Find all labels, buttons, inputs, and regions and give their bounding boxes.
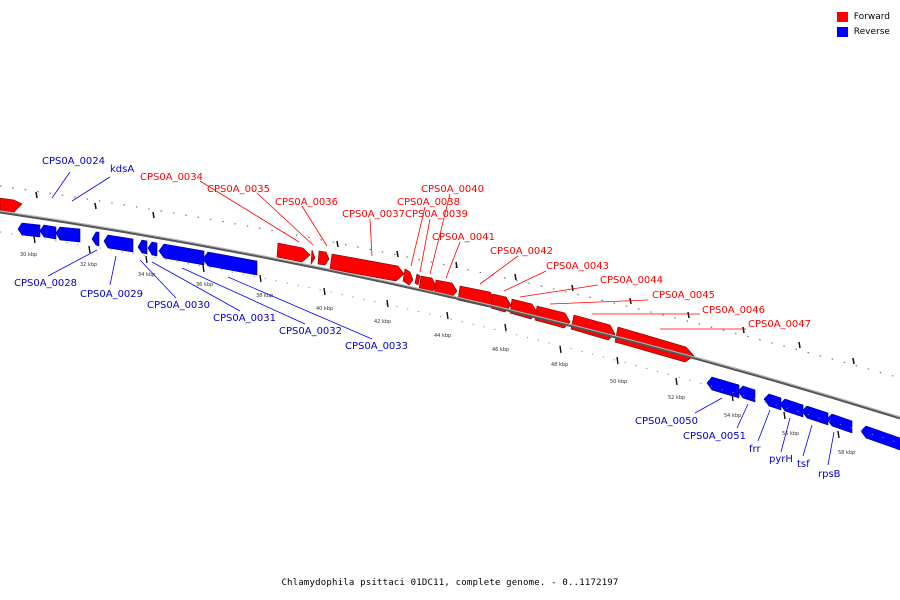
forward-gene-arrow[interactable] bbox=[329, 253, 405, 282]
gene-label[interactable]: CPS0A_0043 bbox=[546, 261, 609, 272]
gene-label[interactable]: CPS0A_0029 bbox=[80, 289, 143, 300]
scale-label: 34 kbp bbox=[138, 272, 155, 278]
gene-label[interactable]: CPS0A_0028 bbox=[14, 278, 77, 289]
scale-label: 46 kbp bbox=[492, 347, 509, 353]
scale-label: 52 kbp bbox=[668, 395, 685, 401]
gene-label[interactable]: CPS0A_0042 bbox=[490, 246, 553, 257]
reverse-gene-arrow[interactable] bbox=[55, 226, 81, 243]
scale-label: 38 kbp bbox=[256, 293, 273, 299]
scale-label: 48 kbp bbox=[551, 362, 568, 368]
gene-label[interactable]: frr bbox=[749, 444, 761, 455]
reverse-gene-arrow[interactable] bbox=[158, 243, 205, 266]
scale-labels: 30 kbp 32 kbp 34 kbp 36 kbp 38 kbp 40 kb… bbox=[20, 252, 855, 456]
gene-label[interactable]: CPS0A_0045 bbox=[652, 290, 715, 301]
forward-leaders bbox=[199, 180, 746, 330]
gene-label[interactable]: kdsA bbox=[110, 164, 134, 175]
scale-label: 56 kbp bbox=[782, 431, 799, 437]
forward-genes bbox=[0, 197, 695, 363]
gene-label[interactable]: CPS0A_0030 bbox=[147, 300, 210, 311]
gene-label[interactable]: CPS0A_0039 bbox=[405, 209, 468, 220]
gene-label[interactable]: CPS0A_0037 bbox=[342, 209, 405, 220]
reverse-labels: CPS0A_0024 kdsA CPS0A_0028 CPS0A_0029 CP… bbox=[14, 156, 841, 480]
gene-label[interactable]: CPS0A_0040 bbox=[421, 184, 484, 195]
legend: Forward Reverse bbox=[836, 9, 890, 39]
gene-label[interactable]: CPS0A_0033 bbox=[345, 341, 408, 352]
scale-label: 54 kbp bbox=[724, 413, 741, 419]
reverse-gene-arrow[interactable] bbox=[801, 405, 829, 426]
genome-caption: Chlamydophila psittaci 01DC11, complete … bbox=[281, 578, 619, 588]
scale-label: 50 kbp bbox=[610, 379, 627, 385]
reverse-gene-arrow[interactable] bbox=[147, 241, 158, 257]
reverse-genes bbox=[17, 222, 900, 451]
scale-label: 44 kbp bbox=[434, 333, 451, 339]
reverse-gene-arrow[interactable] bbox=[826, 413, 853, 434]
gene-label[interactable]: CPS0A_0046 bbox=[702, 305, 765, 316]
inner-major-ticks bbox=[33, 235, 840, 439]
scale-label: 32 kbp bbox=[80, 262, 97, 268]
gene-label[interactable]: CPS0A_0034 bbox=[140, 172, 203, 183]
forward-gene-arrow[interactable] bbox=[310, 249, 316, 266]
scale-label: 42 kbp bbox=[374, 319, 391, 325]
forward-gene-arrow[interactable] bbox=[402, 268, 414, 286]
gene-label[interactable]: CPS0A_0035 bbox=[207, 184, 270, 195]
reverse-gene-arrow[interactable] bbox=[39, 224, 57, 240]
forward-gene-arrow[interactable] bbox=[276, 242, 311, 263]
forward-gene-arrow[interactable] bbox=[614, 326, 695, 363]
gene-label[interactable]: CPS0A_0051 bbox=[683, 431, 746, 442]
gene-label[interactable]: CPS0A_0036 bbox=[275, 197, 338, 208]
reverse-gene-arrow[interactable] bbox=[737, 385, 756, 403]
gene-label[interactable]: tsf bbox=[797, 459, 810, 470]
reverse-leaders bbox=[47, 171, 835, 466]
legend-reverse-label: Reverse bbox=[853, 26, 890, 37]
backbone-highlight bbox=[0, 210, 900, 418]
scale-label: 36 kbp bbox=[196, 282, 213, 288]
scale-label: 30 kbp bbox=[20, 252, 37, 258]
legend-forward-label: Forward bbox=[853, 11, 890, 22]
legend-forward[interactable]: Forward bbox=[836, 9, 890, 24]
backbone bbox=[0, 210, 900, 420]
gene-label[interactable]: CPS0A_0050 bbox=[635, 416, 698, 427]
forward-gene-arrow[interactable] bbox=[317, 250, 330, 266]
gene-label[interactable]: CPS0A_0031 bbox=[213, 313, 276, 324]
scale-label: 58 kbp bbox=[838, 450, 855, 456]
gene-label[interactable]: CPS0A_0044 bbox=[600, 275, 663, 286]
reverse-gene-arrow[interactable] bbox=[137, 239, 148, 255]
reverse-gene-arrow[interactable] bbox=[202, 251, 258, 276]
reverse-gene-arrow[interactable] bbox=[17, 222, 41, 238]
gene-label[interactable]: pyrH bbox=[769, 454, 793, 465]
gene-label[interactable]: CPS0A_0024 bbox=[42, 156, 105, 167]
legend-reverse[interactable]: Reverse bbox=[836, 24, 890, 39]
gene-label[interactable]: CPS0A_0041 bbox=[432, 232, 495, 243]
gene-label[interactable]: CPS0A_0047 bbox=[748, 319, 811, 330]
forward-gene-arrow[interactable] bbox=[414, 273, 421, 286]
forward-gene-arrow[interactable] bbox=[0, 197, 23, 213]
reverse-gene-arrow[interactable] bbox=[91, 231, 100, 247]
scale-label: 40 kbp bbox=[316, 306, 333, 312]
forward-gene-arrow[interactable] bbox=[418, 275, 437, 293]
reverse-swatch bbox=[836, 26, 848, 37]
reverse-gene-arrow[interactable] bbox=[860, 425, 900, 451]
reverse-gene-arrow[interactable] bbox=[706, 376, 740, 399]
gene-label[interactable]: rpsB bbox=[818, 469, 841, 480]
gene-label[interactable]: CPS0A_0032 bbox=[279, 326, 342, 337]
forward-labels: CPS0A_0034 CPS0A_0035 CPS0A_0036 CPS0A_0… bbox=[140, 172, 811, 330]
reverse-gene-arrow[interactable] bbox=[103, 234, 134, 253]
gene-label[interactable]: CPS0A_0038 bbox=[397, 197, 460, 208]
outer-major-ticks bbox=[35, 191, 855, 365]
reverse-gene-arrow[interactable] bbox=[763, 393, 782, 411]
reverse-gene-arrow[interactable] bbox=[779, 398, 804, 418]
forward-swatch bbox=[836, 11, 848, 22]
